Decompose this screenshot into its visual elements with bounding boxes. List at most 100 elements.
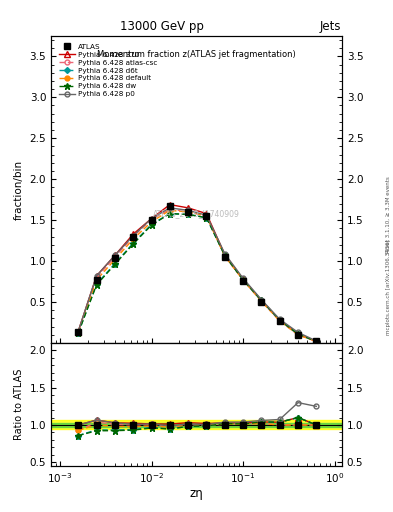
ATLAS [94,277,99,283]
Pythia 6.428 atlas-csc [94,274,99,281]
Pythia 6.428 p0 [222,251,227,257]
Pythia 6.428 p0 [131,232,136,239]
Pythia 6.428 dw [314,338,319,345]
Pythia 6.428 atlas-csc [149,216,154,222]
Pythia 6.428 atlas-csc [167,206,172,212]
Pythia 6.428 370 [241,276,246,282]
Line: Pythia 6.428 370: Pythia 6.428 370 [75,202,319,344]
Pythia 6.428 d6t [204,215,209,221]
Pythia 6.428 370 [112,252,117,259]
Pythia 6.428 default [94,277,99,283]
Pythia 6.428 atlas-csc [259,298,264,304]
Y-axis label: Ratio to ATLAS: Ratio to ATLAS [14,369,24,440]
Pythia 6.428 atlas-csc [76,329,81,335]
Pythia 6.428 default [131,236,136,242]
Pythia 6.428 default [204,213,209,219]
Pythia 6.428 d6t [259,297,264,304]
Pythia 6.428 d6t [167,210,172,217]
Pythia 6.428 370 [186,205,191,211]
Pythia 6.428 dw [94,282,99,288]
Bar [51,420,342,430]
Pythia 6.428 dw [241,277,246,283]
Pythia 6.428 p0 [94,273,99,279]
Y-axis label: fraction/bin: fraction/bin [14,159,24,220]
Line: Pythia 6.428 default: Pythia 6.428 default [76,208,319,344]
Pythia 6.428 atlas-csc [131,233,136,240]
Pythia 6.428 atlas-csc [186,208,191,214]
ATLAS [131,233,136,240]
Legend: ATLAS, Pythia 6.428 370, Pythia 6.428 atlas-csc, Pythia 6.428 d6t, Pythia 6.428 : ATLAS, Pythia 6.428 370, Pythia 6.428 at… [58,42,159,99]
Pythia 6.428 p0 [241,275,246,282]
Pythia 6.428 dw [186,211,191,218]
ATLAS [259,299,264,305]
Pythia 6.428 default [277,318,282,324]
ATLAS [204,213,209,219]
Pythia 6.428 atlas-csc [112,254,117,260]
Line: Pythia 6.428 p0: Pythia 6.428 p0 [76,205,319,344]
Text: ATLAS_2019_I1740909: ATLAS_2019_I1740909 [153,209,240,219]
Pythia 6.428 atlas-csc [277,318,282,324]
Line: ATLAS: ATLAS [75,203,319,344]
Pythia 6.428 370 [296,331,300,337]
ATLAS [314,338,319,345]
X-axis label: zη: zη [190,487,203,500]
Pythia 6.428 p0 [277,316,282,323]
Pythia 6.428 370 [167,202,172,208]
Text: Momentum fraction z(ATLAS jet fragmentation): Momentum fraction z(ATLAS jet fragmentat… [97,50,296,59]
Text: Rivet 3.1.10, ≥ 3.3M events: Rivet 3.1.10, ≥ 3.3M events [386,177,391,253]
Pythia 6.428 default [314,338,319,345]
Line: Pythia 6.428 atlas-csc: Pythia 6.428 atlas-csc [76,207,319,344]
Pythia 6.428 370 [314,338,319,345]
Pythia 6.428 dw [222,252,227,259]
ATLAS [76,329,81,335]
Pythia 6.428 dw [204,215,209,221]
Pythia 6.428 370 [149,216,154,222]
Pythia 6.428 atlas-csc [222,253,227,259]
Pythia 6.428 atlas-csc [241,277,246,283]
Pythia 6.428 dw [259,297,264,304]
Pythia 6.428 d6t [94,281,99,287]
Line: Pythia 6.428 dw: Pythia 6.428 dw [75,210,320,345]
Pythia 6.428 d6t [241,277,246,283]
Pythia 6.428 dw [76,330,81,336]
ATLAS [241,278,246,284]
Pythia 6.428 default [296,332,300,338]
Pythia 6.428 370 [204,210,209,217]
Pythia 6.428 370 [76,329,81,335]
Pythia 6.428 dw [112,261,117,267]
Pythia 6.428 dw [277,317,282,323]
Line: Pythia 6.428 d6t: Pythia 6.428 d6t [76,211,318,344]
Pythia 6.428 d6t [76,330,81,336]
Pythia 6.428 default [241,277,246,283]
Pythia 6.428 p0 [296,329,300,335]
Pythia 6.428 d6t [314,338,319,345]
Pythia 6.428 d6t [277,317,282,323]
Pythia 6.428 dw [296,331,300,337]
Pythia 6.428 d6t [186,211,191,218]
ATLAS [167,203,172,209]
Pythia 6.428 dw [167,210,172,217]
Pythia 6.428 p0 [76,329,81,335]
ATLAS [296,332,300,338]
Pythia 6.428 d6t [112,261,117,267]
Pythia 6.428 370 [94,273,99,279]
Pythia 6.428 default [167,207,172,214]
ATLAS [149,217,154,223]
Pythia 6.428 370 [259,297,264,304]
Pythia 6.428 d6t [296,331,300,337]
Text: Jets: Jets [320,20,342,33]
Pythia 6.428 p0 [149,216,154,222]
Pythia 6.428 default [112,257,117,263]
Pythia 6.428 p0 [204,212,209,218]
Pythia 6.428 default [259,298,264,304]
Bar [51,423,342,427]
Pythia 6.428 p0 [314,338,319,344]
Pythia 6.428 p0 [167,205,172,211]
Pythia 6.428 p0 [259,296,264,303]
Pythia 6.428 d6t [131,240,136,246]
Pythia 6.428 dw [131,241,136,247]
Pythia 6.428 370 [222,251,227,258]
Pythia 6.428 atlas-csc [296,332,300,338]
Pythia 6.428 d6t [149,221,154,227]
Pythia 6.428 atlas-csc [314,338,319,345]
